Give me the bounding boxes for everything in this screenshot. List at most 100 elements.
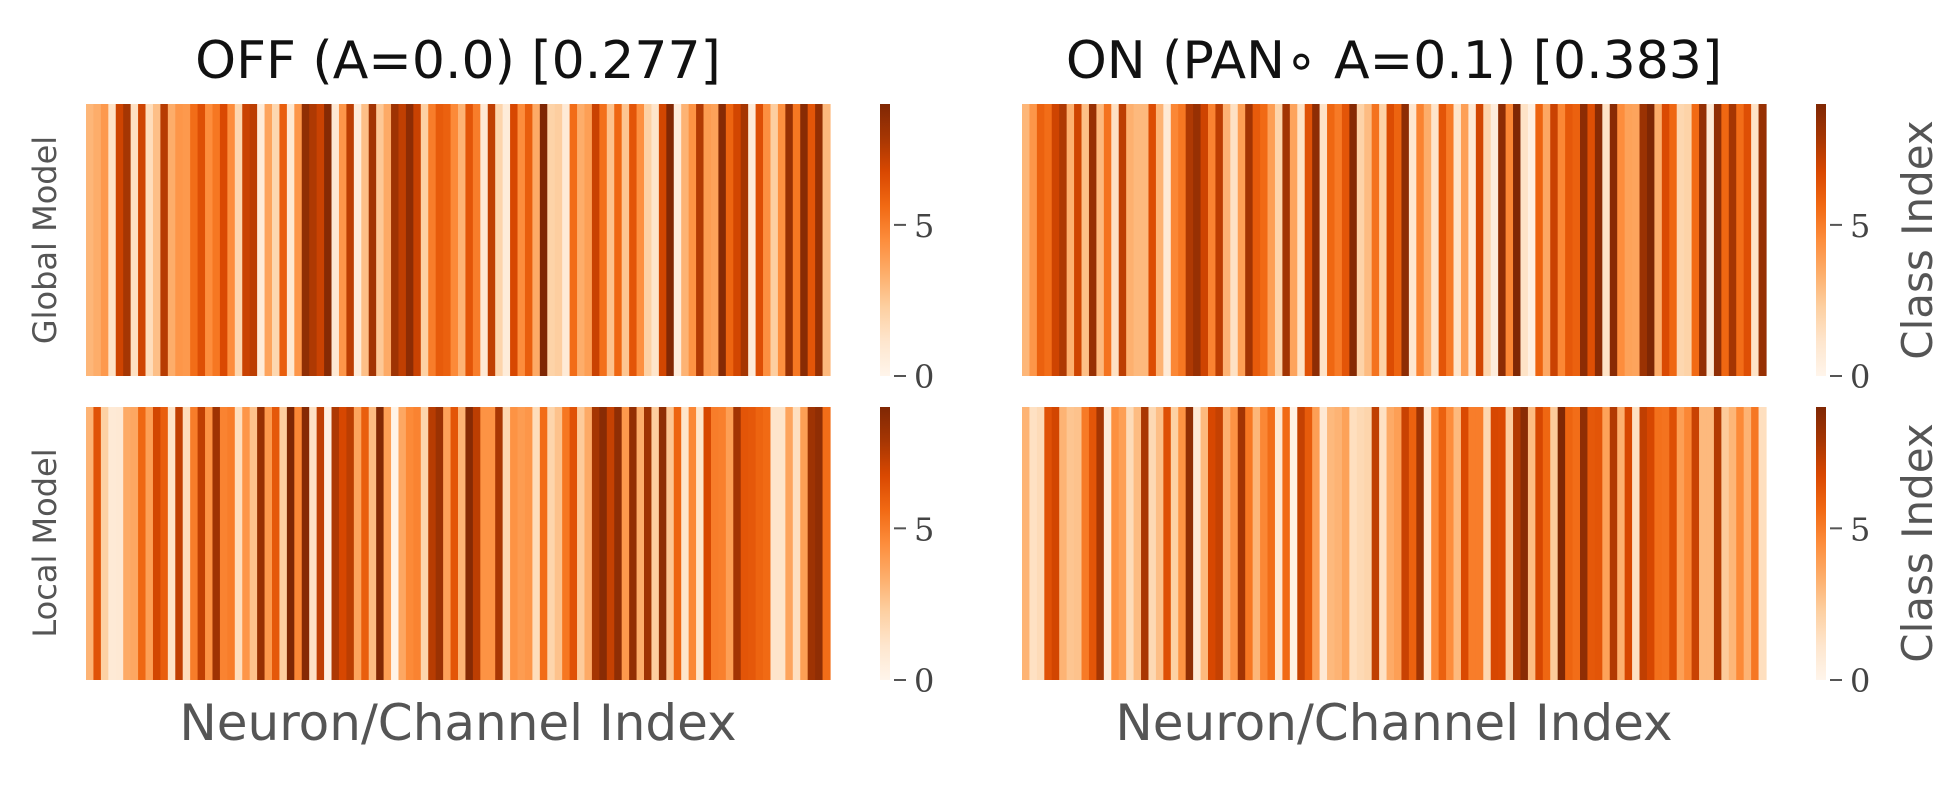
heatmap-column: [1580, 104, 1589, 376]
heatmap-column: [368, 407, 377, 680]
heatmap-column: [502, 104, 511, 376]
heatmap-column: [510, 104, 519, 376]
heatmap-column: [1542, 407, 1551, 680]
heatmap-column: [1208, 407, 1217, 680]
heatmap-column: [681, 104, 690, 376]
heatmap-column: [435, 407, 444, 680]
heatmap-column: [792, 104, 801, 376]
heatmap-column: [1736, 104, 1745, 376]
colorbar-gradient: [1816, 104, 1826, 376]
heatmap-column: [324, 407, 333, 680]
heatmap-panel-0: [86, 104, 831, 376]
colorbar-label-bottom-right: Class Index: [1893, 423, 1942, 662]
heatmap-column: [1341, 407, 1350, 680]
heatmap-column: [1535, 104, 1544, 376]
heatmap-column: [562, 104, 571, 376]
heatmap-column: [205, 104, 214, 376]
heatmap-column: [577, 104, 586, 376]
heatmap-column: [1059, 104, 1068, 376]
heatmap-column: [1215, 407, 1224, 680]
colorbar-3: 05: [1816, 407, 1870, 700]
heatmap-column: [1304, 407, 1313, 680]
heatmap-column: [234, 407, 243, 680]
heatmap-column: [1200, 407, 1209, 680]
colorbar-tick-label: 0: [1850, 662, 1870, 700]
heatmap-column: [123, 104, 132, 376]
heatmap-column: [100, 104, 109, 376]
heatmap-column: [145, 407, 154, 680]
heatmap-column: [703, 407, 712, 680]
heatmap-column: [725, 407, 734, 680]
heatmap-column: [420, 407, 429, 680]
heatmap-column: [391, 104, 400, 376]
heatmap-column: [725, 104, 734, 376]
heatmap-column: [606, 407, 615, 680]
heatmap-column: [1646, 407, 1655, 680]
heatmap-column: [331, 407, 340, 680]
heatmap-column: [696, 407, 705, 680]
heatmap-column: [1609, 407, 1618, 680]
heatmap-column: [1260, 104, 1269, 376]
heatmap-column: [398, 407, 407, 680]
heatmap-column: [1103, 104, 1112, 376]
heatmap-column: [584, 104, 593, 376]
heatmap-column: [160, 104, 169, 376]
heatmap-column: [673, 407, 682, 680]
heatmap-panels: [86, 104, 1767, 680]
heatmap-column: [480, 407, 489, 680]
heatmap-column: [1475, 104, 1484, 376]
heatmap-column: [1594, 407, 1603, 680]
heatmap-column: [487, 104, 496, 376]
heatmap-column: [1535, 407, 1544, 680]
heatmap-column: [688, 104, 697, 376]
heatmap-column: [1282, 407, 1291, 680]
heatmap-column: [428, 407, 437, 680]
heatmap-column: [1691, 104, 1700, 376]
x-axis-label-left: Neuron/Channel Index: [179, 694, 736, 752]
heatmap-column: [710, 104, 719, 376]
panel-title-top-right: ON (PAN∘ A=0.1) [0.383]: [1066, 31, 1722, 91]
heatmap-column: [1118, 407, 1127, 680]
heatmap-column: [301, 104, 310, 376]
heatmap-column: [324, 104, 333, 376]
heatmap-column: [1289, 407, 1298, 680]
heatmap-column: [1557, 407, 1566, 680]
heatmap-column: [1386, 407, 1395, 680]
heatmap-column: [1639, 407, 1648, 680]
heatmap-column: [108, 407, 117, 680]
heatmap-column: [1751, 104, 1760, 376]
heatmap-column: [1252, 104, 1261, 376]
row-label-global-model: Global Model: [26, 136, 64, 344]
heatmap-column: [197, 104, 206, 376]
heatmap-column: [688, 407, 697, 680]
heatmap-column: [264, 407, 273, 680]
heatmap-column: [450, 104, 459, 376]
heatmap-column: [1155, 104, 1164, 376]
heatmap-column: [458, 104, 467, 376]
heatmap-column: [1669, 104, 1678, 376]
heatmap-column: [405, 104, 414, 376]
heatmap-column: [1163, 407, 1172, 680]
heatmap-column: [1699, 407, 1708, 680]
heatmap-column: [435, 104, 444, 376]
row-label-local-model: Local Model: [26, 448, 64, 637]
heatmap-column: [1602, 407, 1611, 680]
heatmap-column: [1423, 407, 1432, 680]
heatmap-column: [800, 407, 809, 680]
heatmap-column: [316, 104, 325, 376]
heatmap-column: [1736, 407, 1745, 680]
heatmap-column: [1200, 104, 1209, 376]
heatmap-column: [1580, 407, 1589, 680]
heatmap-column: [1126, 104, 1135, 376]
heatmap-column: [658, 104, 667, 376]
heatmap-column: [1163, 104, 1172, 376]
heatmap-column: [472, 407, 481, 680]
heatmap-column: [524, 104, 533, 376]
heatmap-column: [1282, 104, 1291, 376]
heatmap-column: [1490, 104, 1499, 376]
heatmap-column: [1758, 104, 1767, 376]
heatmap-column: [666, 407, 675, 680]
heatmap-column: [1513, 104, 1522, 376]
heatmap-column: [1029, 104, 1038, 376]
